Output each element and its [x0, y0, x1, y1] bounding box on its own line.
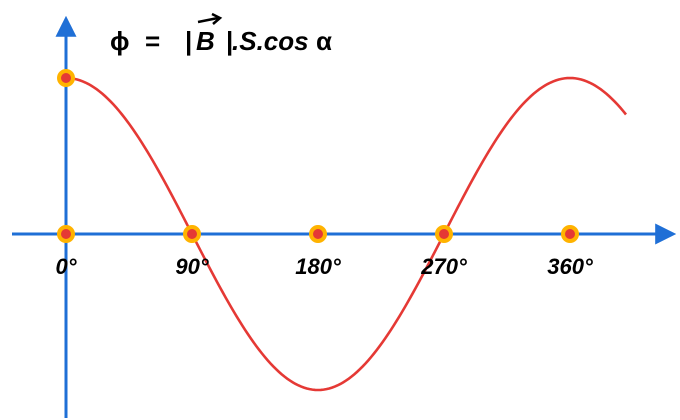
x-tick-label: 270°: [420, 254, 467, 279]
formula-phi: ϕ: [110, 26, 130, 56]
marker-point-4: [435, 225, 453, 243]
cos-curve: [65, 76, 628, 392]
x-tick-label: 90°: [175, 254, 208, 279]
x-tick-labels: 0° 90° 180° 270° 360°: [55, 254, 592, 279]
marker-point-0: [57, 69, 75, 87]
x-tick-label: 360°: [547, 254, 593, 279]
x-tick-label: 180°: [295, 254, 341, 279]
formula-equals: =: [145, 26, 160, 56]
formula-bar-left: |: [185, 26, 192, 56]
formula: ϕ = | B | .S.cos α: [110, 12, 332, 56]
formula-rest: .S.cos: [232, 26, 309, 56]
marker-point-2: [183, 225, 201, 243]
formula-vector-b: B: [196, 26, 215, 56]
markers: [57, 69, 579, 243]
marker-point-5: [561, 225, 579, 243]
marker-point-1: [57, 225, 75, 243]
x-tick-label: 0°: [55, 254, 76, 279]
formula-alpha: α: [316, 26, 332, 56]
formula-bar-right: |: [226, 26, 233, 56]
marker-point-3: [309, 225, 327, 243]
